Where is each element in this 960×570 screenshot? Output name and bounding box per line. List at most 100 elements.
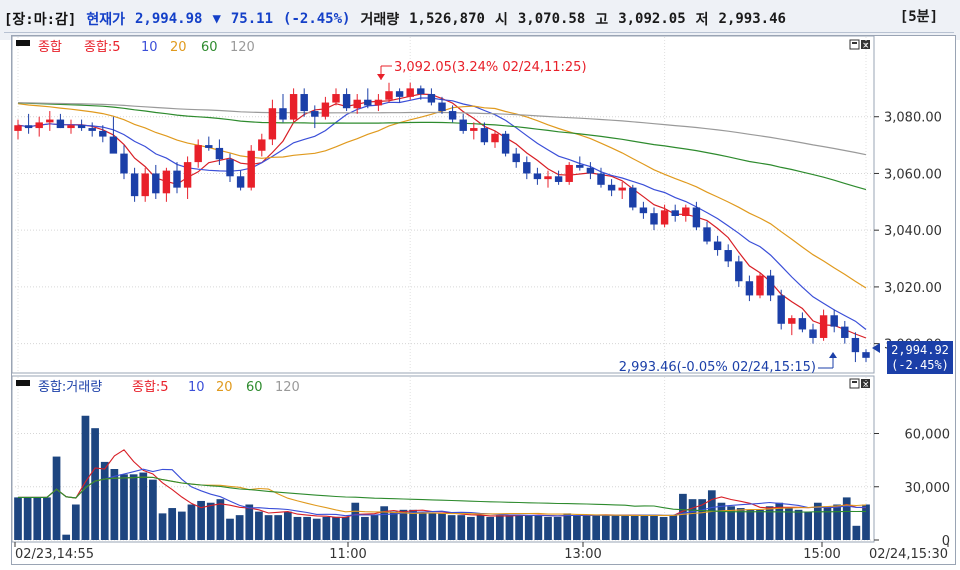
volume-bar xyxy=(457,515,466,540)
candle-body xyxy=(533,173,542,180)
candle-body xyxy=(629,187,637,208)
price-tick-label: 3,040.00 xyxy=(884,224,942,239)
price-legend: 종합 종합:5 10 20 60 120 xyxy=(16,40,255,55)
volume-bar xyxy=(813,502,822,540)
candle-body xyxy=(35,122,43,129)
candle-body xyxy=(819,315,828,338)
volume-bar xyxy=(688,499,697,540)
volume-bar xyxy=(833,504,841,540)
last-price-tag: 2,994.92 (-2.45%) xyxy=(872,341,953,374)
volume-bar xyxy=(245,504,254,540)
candle-body xyxy=(597,173,605,185)
change-down-icon: ▼ xyxy=(212,11,221,27)
candle-body xyxy=(745,281,754,296)
volume-bar xyxy=(746,509,755,540)
candle-body xyxy=(777,295,785,324)
candle-body xyxy=(735,261,743,282)
time-tick-label: 15:00 xyxy=(803,547,840,562)
volume-bar xyxy=(255,511,263,540)
volume-bar xyxy=(110,469,119,540)
time-tick-label: 11:00 xyxy=(329,547,366,562)
volume-bar xyxy=(149,479,157,540)
price-panel-buttons[interactable]: × xyxy=(849,39,870,51)
volume-bar xyxy=(370,515,379,540)
candle-body xyxy=(470,128,478,131)
chart-frame xyxy=(11,35,956,565)
candle-body xyxy=(650,213,658,225)
candle-body xyxy=(766,275,775,296)
current-price-label: 현재가 xyxy=(86,12,125,28)
volume-bar xyxy=(341,516,350,540)
volume-tick-label: 30,000 xyxy=(905,481,951,496)
volume-bar xyxy=(785,508,793,540)
candle-body xyxy=(851,337,860,353)
volume-bar xyxy=(775,502,784,540)
legend-vol-ma120: 120 xyxy=(275,380,300,395)
legend-volume: 종합:거래량 xyxy=(38,380,102,395)
candle-body xyxy=(756,275,764,296)
candle-body xyxy=(24,125,33,129)
candle-body xyxy=(565,164,573,182)
candle-body xyxy=(660,210,669,225)
volume-bar xyxy=(418,513,427,540)
candle-body xyxy=(236,176,245,188)
volume-bar xyxy=(71,504,80,540)
volume-bar xyxy=(505,515,514,540)
volume-bar xyxy=(399,509,408,540)
volume-panel-buttons[interactable]: × xyxy=(849,378,870,390)
candle-body xyxy=(311,111,319,117)
candle-body xyxy=(173,170,181,188)
volume-bar xyxy=(659,516,668,540)
candle-body xyxy=(332,94,340,103)
price-panel-border xyxy=(11,35,875,374)
volume-bar xyxy=(553,516,562,540)
time-tick-label: 02/23,14:55 xyxy=(15,547,94,562)
volume-bar xyxy=(630,515,639,540)
candle-body xyxy=(841,326,849,338)
volume-bar xyxy=(389,511,398,540)
volume-bar xyxy=(534,515,543,540)
candle-body xyxy=(798,318,807,330)
volume-value: 1,526,870 xyxy=(409,11,485,27)
volume-bar xyxy=(23,497,32,540)
volume-bar xyxy=(515,515,523,540)
candle-body xyxy=(162,170,171,194)
volume-bar xyxy=(823,506,832,540)
candle-body xyxy=(258,139,266,151)
candle-body xyxy=(77,125,86,129)
candle-body xyxy=(448,111,457,120)
vol-ma10-line xyxy=(18,468,867,517)
candle-body xyxy=(56,119,65,129)
volume-bar xyxy=(524,515,533,540)
price-tick-label: 3,080.00 xyxy=(884,111,942,126)
candle-body xyxy=(14,125,22,131)
vol-ma60-line xyxy=(18,476,867,513)
candle-body xyxy=(194,145,202,163)
volume-bar xyxy=(428,513,437,540)
legend-ma5: 종합:5 xyxy=(84,40,121,55)
time-tick-label: 13:00 xyxy=(564,547,601,562)
candle-body xyxy=(247,150,255,188)
volume-tick-label: 60,000 xyxy=(905,428,951,443)
volume-bar xyxy=(332,516,340,540)
candle-body xyxy=(523,162,531,174)
candle-body xyxy=(321,102,330,117)
volume-bar xyxy=(264,515,273,540)
volume-bar xyxy=(669,515,678,540)
volume-bar xyxy=(698,499,707,540)
volume-bar xyxy=(756,509,764,540)
volume-panel-border xyxy=(11,375,875,543)
candle-body xyxy=(682,207,690,216)
candle-body xyxy=(109,136,118,154)
candle-body xyxy=(788,318,796,324)
volume-bar xyxy=(283,511,292,540)
candle-body xyxy=(459,119,467,131)
open-label: 시 xyxy=(494,12,508,28)
period-selector-button[interactable]: [5분] xyxy=(899,9,938,25)
candle-body xyxy=(417,88,425,95)
volume-bar xyxy=(177,511,186,540)
volume-bar xyxy=(33,497,42,540)
volume-bar xyxy=(52,456,61,540)
volume-bar xyxy=(573,515,581,540)
